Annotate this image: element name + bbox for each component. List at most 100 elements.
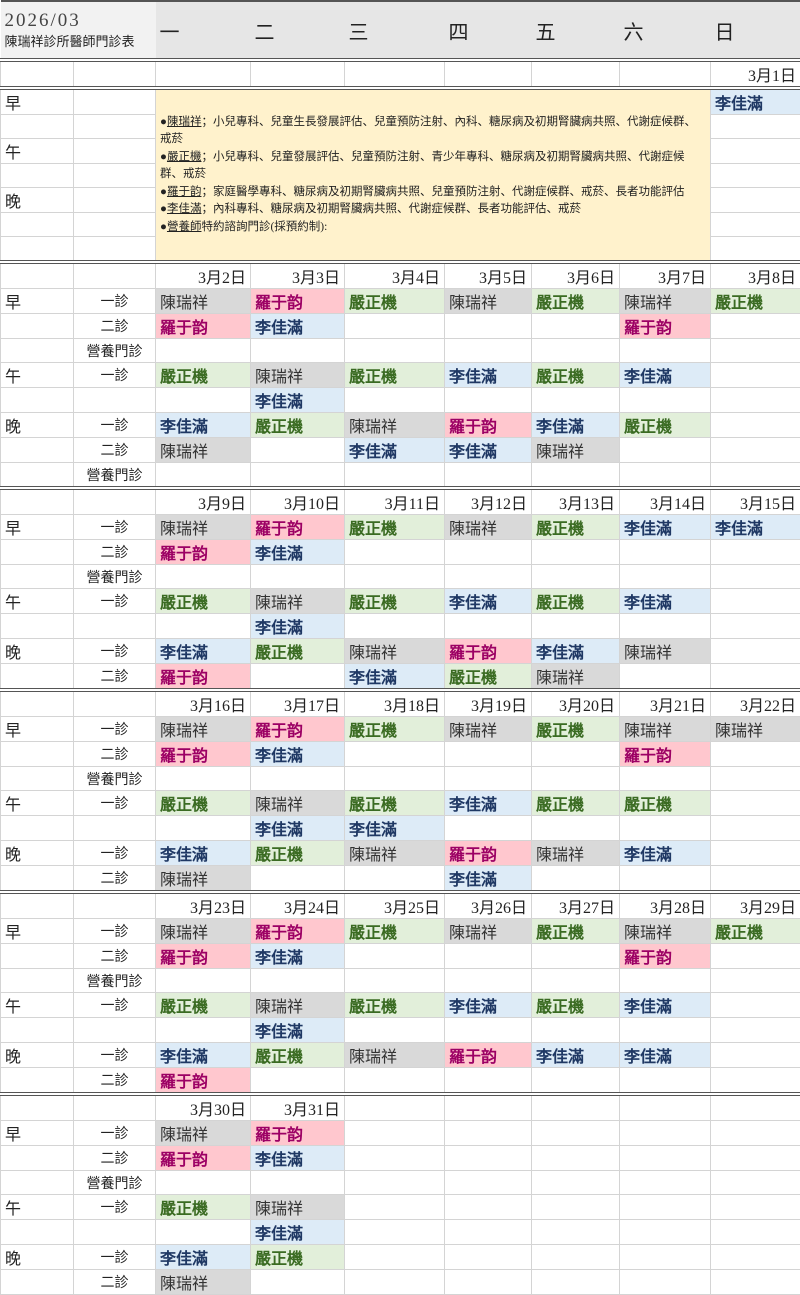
clinic-label: 一診 [74,289,156,314]
note-item: ●羅于韵；家庭醫學專科、糖尿病及初期腎臟病共照、兒童預防注射、代謝症候群、戒菸、… [160,184,706,202]
doctor-cell: 羅于韵 [620,944,711,969]
period-label [1,463,74,489]
schedule-row: 二診陳瑞祥李佳滿 [1,866,800,893]
period-label [1,816,74,841]
clinic-label: 一診 [74,515,156,540]
doctor-cell [251,565,345,589]
doctor-cell [345,742,445,767]
doctor-cell [532,1018,620,1043]
schedule-row: 午一診嚴正機陳瑞祥嚴正機李佳滿嚴正機李佳滿 [1,993,800,1018]
period-label [1,388,74,413]
note-item: ●陳瑞祥；小兒專科、兒童生長發展評估、兒童預防注射、內科、糖尿病及初期腎臟病共照… [160,114,706,149]
doctor-cell: 陳瑞祥 [711,717,800,742]
clinic-label: 二診 [74,1270,156,1295]
doctor-cell [711,463,800,489]
weekday-sat: 六 [620,1,711,60]
doctor-cell [711,388,800,413]
doctor-cell [532,1220,620,1245]
doctor-cell [532,1270,620,1295]
doctor-cell: 嚴正機 [251,1043,345,1068]
doctor-cell: 羅于韵 [251,289,345,314]
doctor-cell [345,944,445,969]
schedule-row: 晚一診李佳滿嚴正機陳瑞祥羅于韵李佳滿李佳滿 [1,1043,800,1068]
date-cell: 3月8日 [711,262,800,289]
doctor-cell: 羅于韵 [445,841,532,866]
date-cell: 3月20日 [532,690,620,717]
doctor-cell: 李佳滿 [345,664,445,691]
doctor-cell: 陳瑞祥 [251,993,345,1018]
period-label: 早 [1,515,74,540]
doctor-cell: 李佳滿 [251,614,345,639]
clinic-label [74,614,156,639]
doctor-cell: 羅于韵 [620,742,711,767]
doctor-cell [711,438,800,463]
doctor-cell: 李佳滿 [345,816,445,841]
doctor-cell: 陳瑞祥 [156,866,251,893]
date-cell: 3月28日 [620,892,711,919]
date-cell: 3月29日 [711,892,800,919]
period-label: 早 [1,919,74,944]
doctor-cell [620,1195,711,1220]
doctor-cell [532,1146,620,1171]
doctor-cell [711,1171,800,1195]
doctor-cell [251,767,345,791]
schedule-title: 陳瑞祥診所醫師門診表 [5,34,152,51]
doctor-cell [445,969,532,993]
doctor-cell [711,742,800,767]
period-label [1,314,74,339]
doctor-cell [445,339,532,363]
doctor-cell [251,1068,345,1095]
weekday-tue: 二 [251,1,345,60]
period-label: 晚 [1,841,74,866]
doctor-cell: 陳瑞祥 [532,664,620,691]
period-label: 晚 [1,639,74,664]
schedule-row: 晚一診李佳滿嚴正機陳瑞祥羅于韵陳瑞祥李佳滿 [1,841,800,866]
doctor-cell [532,944,620,969]
doctor-cell: 陳瑞祥 [345,413,445,438]
doctor-cell: 羅于韵 [445,639,532,664]
doctor-cell: 嚴正機 [345,289,445,314]
doctor-cell: 陳瑞祥 [156,289,251,314]
period-label: 午 [1,791,74,816]
doctor-cell: 羅于韵 [445,413,532,438]
schedule-row: 二診羅于韵李佳滿羅于韵 [1,742,800,767]
schedule-row: 午一診嚴正機陳瑞祥嚴正機李佳滿嚴正機李佳滿 [1,589,800,614]
clinic-label: 二診 [74,664,156,691]
schedule-row: 晚一診李佳滿嚴正機陳瑞祥羅于韵李佳滿陳瑞祥 [1,639,800,664]
doctor-cell: 嚴正機 [711,919,800,944]
clinic-label: 二診 [74,944,156,969]
date-cell: 3月7日 [620,262,711,289]
doctor-cell: 李佳滿 [620,515,711,540]
note-doctor-name: 羅于韵 [167,186,202,198]
date-cell: 3月11日 [345,488,445,515]
period-label [1,565,74,589]
doctor-cell: 李佳滿 [445,866,532,893]
date-cell: 3月22日 [711,690,800,717]
doctor-cell [251,463,345,489]
doctor-cell [156,463,251,489]
doctor-cell: 李佳滿 [445,589,532,614]
doctor-cell: 羅于韵 [251,717,345,742]
clinic-label: 二診 [74,438,156,463]
doctor-cell [711,1270,800,1295]
period-label [1,664,74,691]
doctor-cell: 陳瑞祥 [445,289,532,314]
weekday-thu: 四 [445,1,532,60]
doctor-cell: 李佳滿 [620,993,711,1018]
doctor-cell [711,589,800,614]
doctor-cell: 陳瑞祥 [345,1043,445,1068]
doctor-cell: 李佳滿 [620,841,711,866]
doctor-cell [156,1220,251,1245]
doctor-cell [156,388,251,413]
doctor-cell [532,816,620,841]
doctor-cell [532,1195,620,1220]
doctor-cell [620,767,711,791]
doctor-cell [445,1270,532,1295]
schedule-row: 早一診陳瑞祥羅于韵嚴正機陳瑞祥嚴正機陳瑞祥陳瑞祥 [1,717,800,742]
doctor-cell [711,816,800,841]
doctor-cell [711,1220,800,1245]
note-doctor-name: 陳瑞祥 [167,116,202,128]
date-cell: 3月2日 [156,262,251,289]
